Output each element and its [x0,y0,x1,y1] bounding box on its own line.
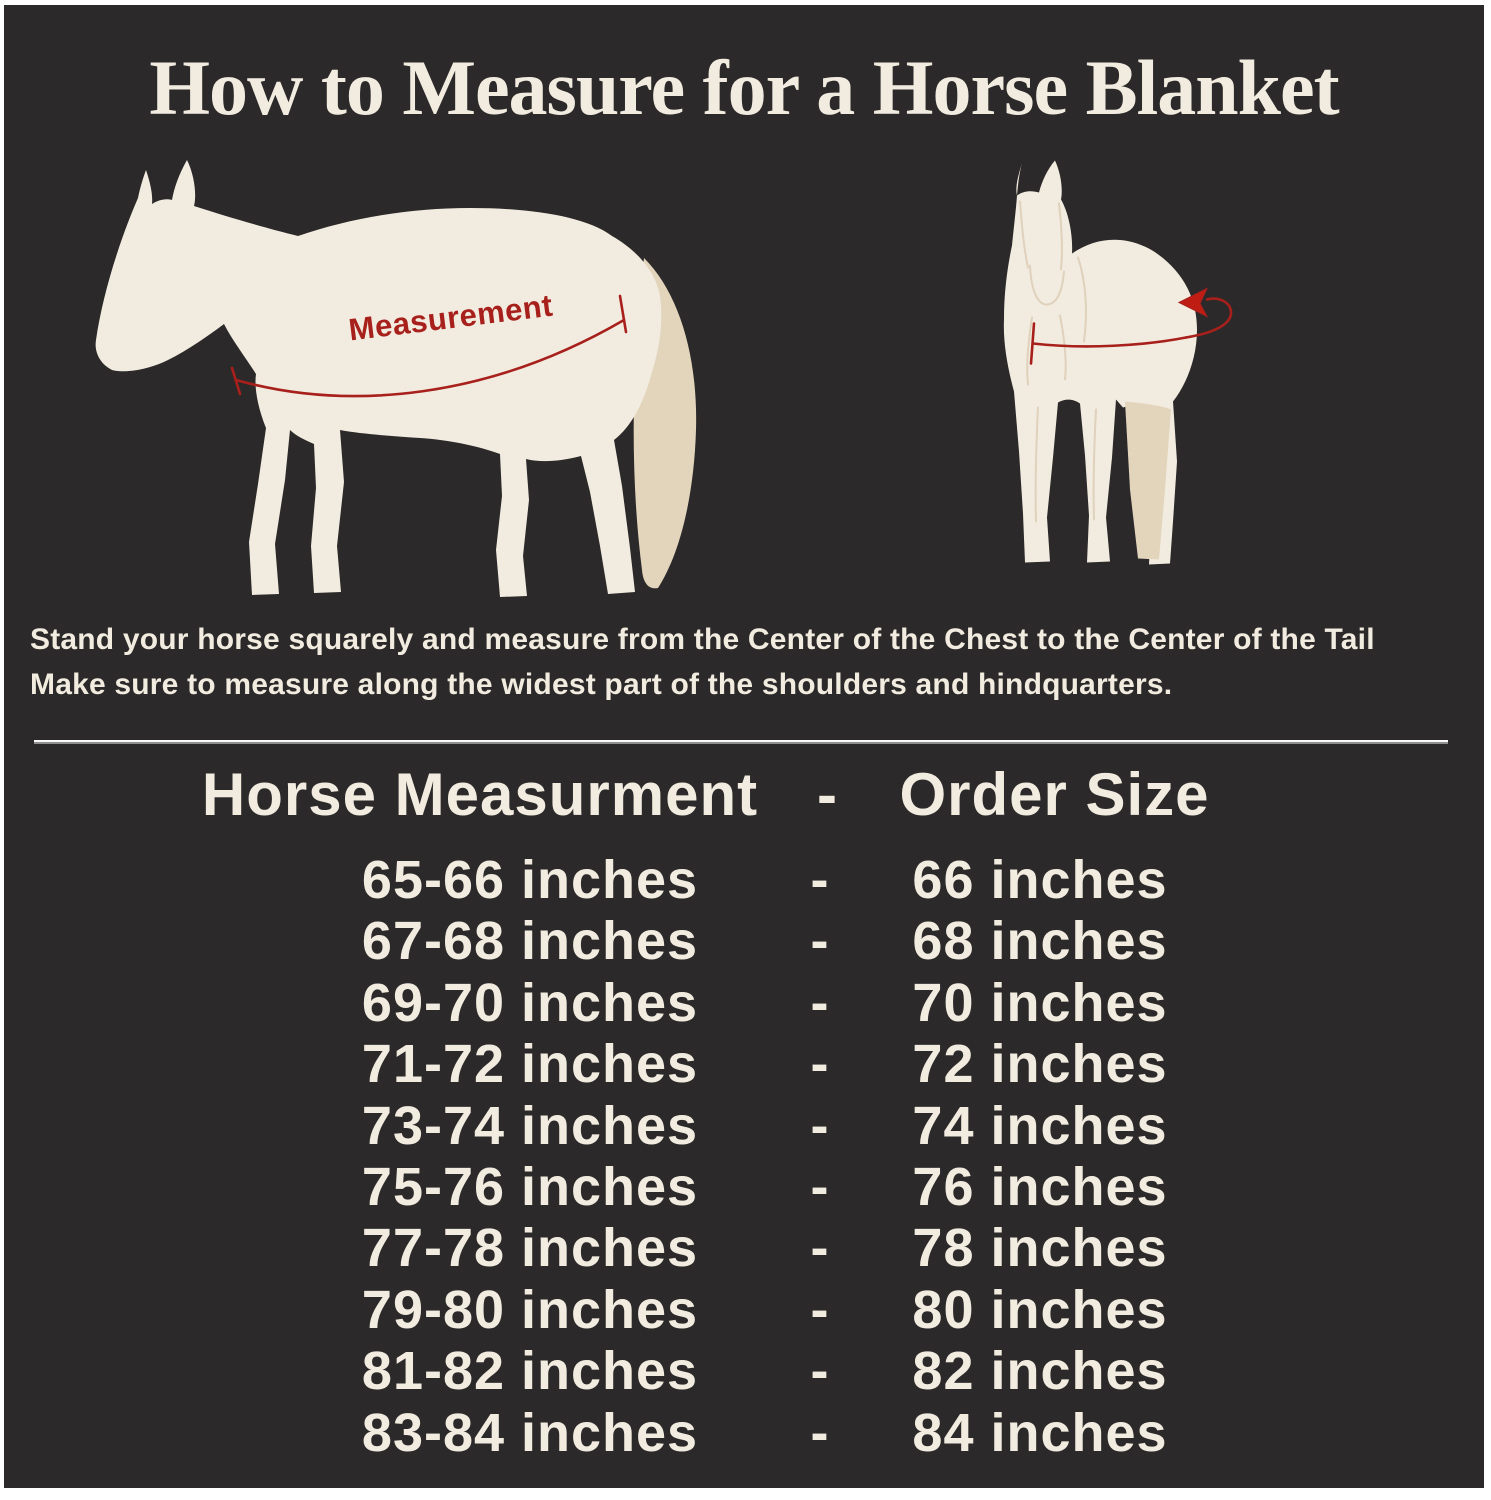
header-separator: - [817,761,838,828]
left-jaw-detail-line [1019,200,1029,269]
table-row: 73-74 inches - 74 inches [300,1096,1200,1157]
horse-measurement-value: 75-76 inches [361,1156,699,1217]
girth-line-swoosh [1184,297,1233,339]
side-view-horse-illustration: Measurement [95,160,697,597]
divider-line [34,740,1448,744]
horse-measurement-value: 69-70 inches [361,972,699,1033]
row-separator: - [810,911,830,972]
left-chest-detail-line [1026,316,1033,386]
muzzle-detail-line [1029,264,1065,306]
row-separator: - [810,1156,830,1217]
measurement-line [234,318,626,398]
row-separator: - [810,1034,830,1095]
header-order-size: Order Size [899,761,1210,828]
measuring-instructions: Stand your horse squarely and measure fr… [30,617,1480,707]
table-row: 79-80 inches - 80 inches [300,1280,1200,1341]
right-jaw-detail-line [1058,202,1064,271]
table-row: 75-76 inches - 76 inches [300,1157,1200,1218]
size-table-header: Horse Measurment - Order Size [175,753,1239,837]
horse-measurement-value: 79-80 inches [361,1279,699,1340]
measurement-line-start-tick [230,366,242,396]
horse-measurement-value: 71-72 inches [361,1034,699,1095]
order-size-value: 78 inches [912,1218,1168,1279]
order-size-value: 76 inches [912,1156,1168,1217]
right-leg-detail-line [1092,408,1097,521]
right-chest-detail-line [1059,314,1067,381]
table-row: 71-72 inches - 72 inches [300,1034,1200,1095]
measurement-line-end-tick [618,294,628,334]
order-size-value: 82 inches [912,1341,1168,1402]
horse-front-body-shape [1003,160,1197,565]
order-size-value: 72 inches [912,1034,1168,1095]
left-leg-detail-line [1034,406,1039,523]
girth-arrowhead-icon [1177,287,1209,318]
table-row: 69-70 inches - 70 inches [300,973,1200,1034]
row-separator: - [810,1402,830,1463]
infographic-panel: How to Measure for a Horse Blanket Measu… [4,5,1484,1488]
order-size-value: 70 inches [912,972,1168,1033]
order-size-value: 66 inches [912,850,1168,910]
horse-body-shape [95,160,662,597]
instructions-line-2: Make sure to measure along the widest pa… [30,668,1173,701]
horse-measurement-value: 65-66 inches [361,850,699,910]
row-separator: - [810,1279,830,1340]
size-table: 65-66 inches - 66 inches 67-68 inches - … [300,850,1200,1464]
table-row: 77-78 inches - 78 inches [300,1218,1200,1279]
page-title: How to Measure for a Horse Blanket [149,44,1339,131]
table-row: 81-82 inches - 82 inches [300,1341,1200,1402]
row-separator: - [810,972,830,1033]
row-separator: - [810,1341,830,1402]
horse-far-hind-leg-shape [1125,401,1171,560]
row-separator: - [810,1095,830,1156]
order-size-value: 80 inches [912,1279,1168,1340]
horse-measurement-value: 67-68 inches [361,911,699,972]
front-view-horse-illustration [1003,160,1233,565]
table-row: 67-68 inches - 68 inches [300,911,1200,972]
order-size-value: 74 inches [912,1095,1168,1156]
horse-measurement-value: 83-84 inches [361,1402,699,1463]
horse-measurement-value: 81-82 inches [361,1341,699,1402]
table-row: 83-84 inches - 84 inches [300,1403,1200,1464]
row-separator: - [810,1218,830,1279]
instructions-line-1: Stand your horse squarely and measure fr… [30,623,1375,656]
order-size-value: 68 inches [912,911,1168,972]
horse-measurement-value: 73-74 inches [361,1095,699,1156]
table-row: 65-66 inches - 66 inches [300,850,1200,911]
row-separator: - [810,850,830,910]
shoulder-detail-line [1077,256,1087,343]
girth-line [1031,336,1188,348]
header-horse-measurement: Horse Measurment [201,761,759,828]
order-size-value: 84 inches [912,1402,1168,1463]
horse-measurement-value: 77-78 inches [361,1218,699,1279]
